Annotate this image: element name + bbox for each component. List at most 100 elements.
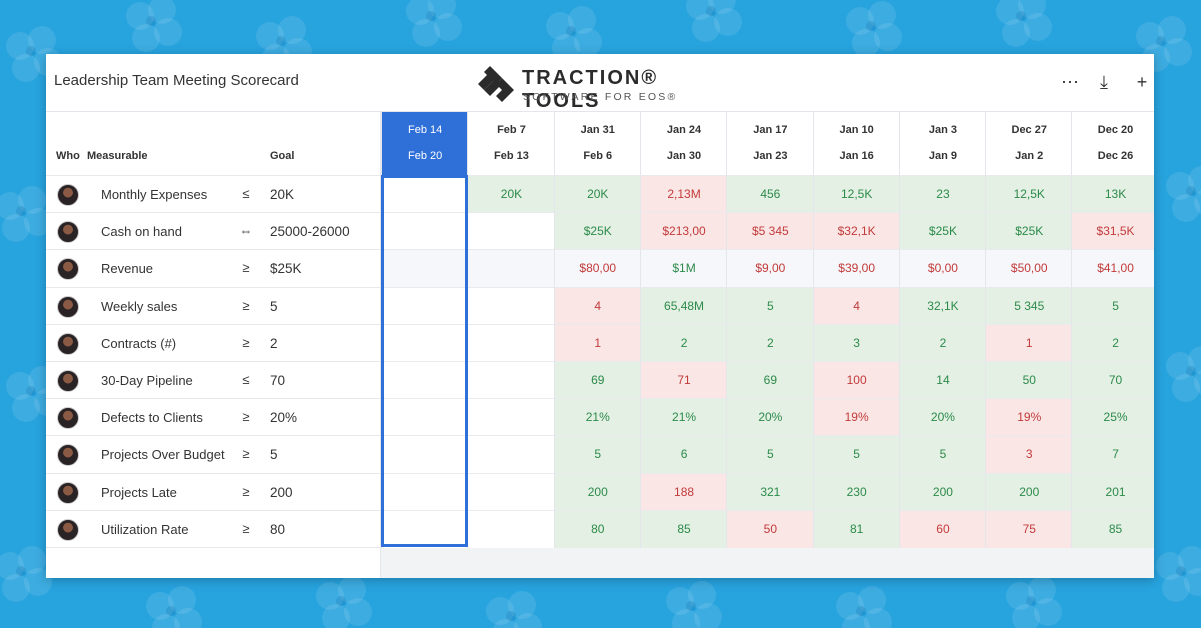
owner-avatar[interactable]	[57, 258, 79, 281]
score-cell[interactable]	[381, 472, 469, 511]
score-cell[interactable]: 5	[726, 286, 814, 325]
score-cell[interactable]: 20%	[726, 398, 814, 437]
score-cell[interactable]: 21%	[553, 398, 641, 437]
score-cell[interactable]: 71	[639, 361, 728, 399]
measurable-name[interactable]: Revenue	[101, 261, 154, 277]
score-cell[interactable]	[467, 509, 555, 548]
score-cell[interactable]: 19%	[812, 398, 900, 437]
score-cell[interactable]: $25K	[985, 212, 1073, 251]
download-button[interactable]: ⤓	[1090, 68, 1118, 96]
score-cell[interactable]: 69	[553, 361, 641, 399]
week-header[interactable]: Dec 27 Jan 2	[985, 112, 1073, 175]
score-cell[interactable]: 14	[898, 361, 987, 399]
score-cell[interactable]: 200	[985, 472, 1073, 511]
score-cell[interactable]: 188	[639, 472, 728, 511]
score-cell[interactable]: 5 345	[985, 286, 1073, 325]
measurable-name[interactable]: 30-Day Pipeline	[101, 373, 193, 388]
score-cell[interactable]	[381, 323, 469, 362]
score-cell[interactable]	[381, 361, 469, 399]
goal-value[interactable]: 20K	[270, 187, 295, 202]
owner-avatar[interactable]	[57, 518, 79, 541]
score-cell[interactable]: $0,00	[898, 249, 987, 288]
measurable-row[interactable]: Weekly sales ≥5	[46, 286, 380, 325]
score-cell[interactable]: 2	[726, 323, 814, 362]
score-cell[interactable]: 201	[1071, 472, 1154, 511]
week-header[interactable]: Feb 7 Feb 13	[467, 112, 555, 175]
score-cell[interactable]: 2	[639, 323, 728, 362]
measurable-row[interactable]: Projects Over Budget ≥5	[46, 435, 380, 473]
measurable-row[interactable]: Utilization Rate ≥80	[46, 509, 380, 548]
score-cell[interactable]: 200	[898, 472, 987, 511]
current-week-header[interactable]: Feb 14 Feb 20	[381, 112, 469, 175]
goal-value[interactable]: 80	[270, 521, 286, 537]
score-cell[interactable]: 2	[1071, 323, 1154, 362]
score-cell[interactable]: $9,00	[726, 249, 814, 288]
score-cell[interactable]: $32,1K	[812, 212, 900, 251]
score-cell[interactable]: 13K	[1071, 175, 1154, 213]
score-cell[interactable]: $50,00	[985, 249, 1073, 288]
week-header[interactable]: Jan 24 Jan 30	[639, 112, 728, 175]
measurable-name[interactable]: Projects Late	[101, 484, 177, 500]
score-cell[interactable]	[381, 175, 469, 213]
more-options-button[interactable]: ⋯	[1056, 68, 1084, 96]
score-cell[interactable]: 80	[553, 509, 641, 548]
measurable-row[interactable]: Defects to Clients ≥20%	[46, 398, 380, 436]
score-cell[interactable]: 70	[1071, 361, 1154, 399]
score-cell[interactable]: 20K	[553, 175, 641, 213]
score-cell[interactable]: 65,48M	[639, 286, 728, 325]
score-cell[interactable]	[467, 249, 555, 288]
score-cell[interactable]: 12,5K	[985, 175, 1073, 213]
score-cell[interactable]: 25%	[1071, 398, 1154, 437]
score-cell[interactable]: $41,00	[1071, 249, 1154, 288]
score-cell[interactable]: 81	[812, 509, 900, 548]
week-header[interactable]: Jan 17 Jan 23	[726, 112, 814, 175]
week-header[interactable]: Jan 31 Feb 6	[553, 112, 641, 175]
week-header[interactable]: Jan 10 Jan 16	[812, 112, 900, 175]
score-cell[interactable]: 2	[898, 323, 987, 362]
score-cell[interactable]: 4	[812, 286, 900, 325]
score-cell[interactable]: 19%	[985, 398, 1073, 437]
score-cell[interactable]: $1M	[639, 249, 728, 288]
measurable-name[interactable]: Defects to Clients	[101, 410, 203, 426]
goal-value[interactable]: 5	[270, 447, 278, 463]
owner-avatar[interactable]	[57, 295, 79, 318]
measurable-row[interactable]: Monthly Expenses ≤20K	[46, 175, 380, 213]
score-cell[interactable]: 1	[985, 323, 1073, 362]
score-cell[interactable]	[467, 286, 555, 325]
score-cell[interactable]	[381, 398, 469, 437]
score-cell[interactable]: 85	[639, 509, 728, 548]
score-cell[interactable]: 20%	[898, 398, 987, 437]
score-cell[interactable]	[381, 286, 469, 325]
score-cell[interactable]: $5 345	[726, 212, 814, 251]
score-cell[interactable]: 12,5K	[812, 175, 900, 213]
measurable-row[interactable]: Projects Late ≥200	[46, 472, 380, 511]
measurable-name[interactable]: Projects Over Budget	[101, 447, 225, 463]
score-cell[interactable]: $213,00	[639, 212, 728, 251]
add-measurable-button[interactable]: +	[1128, 68, 1154, 96]
score-cell[interactable]: 5	[553, 435, 641, 474]
goal-value[interactable]: $25K	[270, 261, 302, 277]
score-cell[interactable]: 5	[1071, 286, 1154, 325]
score-cell[interactable]	[467, 361, 555, 399]
score-cell[interactable]: 2,13M	[639, 175, 728, 213]
score-cell[interactable]: 50	[726, 509, 814, 548]
score-cell[interactable]	[381, 212, 469, 251]
score-cell[interactable]: 75	[985, 509, 1073, 548]
measurable-name[interactable]: Utilization Rate	[101, 521, 189, 537]
goal-value[interactable]: 20%	[270, 410, 298, 426]
score-cell[interactable]: 21%	[639, 398, 728, 437]
measurable-row[interactable]: Cash on hand ⇔ 25000-26000	[46, 212, 380, 250]
score-cell[interactable]: 3	[812, 323, 900, 362]
score-cell[interactable]: 23	[898, 175, 987, 213]
score-cell[interactable]: 456	[726, 175, 814, 213]
measurable-name[interactable]: Weekly sales	[101, 298, 178, 314]
measurable-name[interactable]: Cash on hand	[101, 224, 182, 240]
score-cell[interactable]: 100	[812, 361, 900, 399]
measurable-name[interactable]: Monthly Expenses	[101, 187, 208, 202]
measurable-row[interactable]: Revenue ≥ $25K	[46, 249, 380, 287]
owner-avatar[interactable]	[57, 221, 79, 244]
score-cell[interactable]: 230	[812, 472, 900, 511]
goal-value[interactable]: 25000-26000	[270, 224, 350, 240]
score-cell[interactable]: 4	[553, 286, 641, 325]
score-cell[interactable]	[467, 398, 555, 437]
